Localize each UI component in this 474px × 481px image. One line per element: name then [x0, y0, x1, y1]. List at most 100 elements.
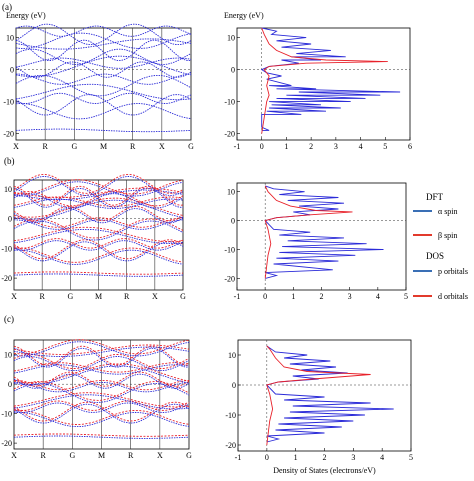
y-tick-label: -10	[224, 246, 235, 255]
band-line	[13, 189, 184, 201]
kpoint-label: R	[130, 142, 136, 151]
x-tick-label: -1	[234, 142, 241, 151]
legend-dft-title: DFT	[426, 192, 444, 202]
x-tick-label: 2	[309, 142, 313, 151]
y-tick-label: 0	[231, 66, 235, 75]
x-tick-label: 0	[265, 453, 269, 462]
y-tick-label: 0	[8, 380, 12, 389]
legend-beta-label: β spin	[438, 231, 457, 240]
y-tick-label: -10	[224, 98, 235, 107]
dos-frame	[237, 339, 412, 452]
y-tick-label: 10	[4, 185, 12, 194]
band-line	[13, 226, 184, 242]
band-line	[13, 239, 184, 260]
band-line	[13, 354, 190, 369]
panel-label-b: (b)	[4, 156, 15, 166]
x-tick-label: 5	[404, 292, 408, 301]
band-line	[15, 32, 192, 49]
band-line	[15, 74, 192, 97]
band-plot-c: X R G M R X G 10 0 -10 -20	[1, 339, 192, 460]
dos-series-line	[265, 345, 394, 443]
y-tick-label: 0	[232, 381, 236, 390]
y-tick-label: 10	[4, 351, 12, 360]
band-line	[15, 92, 192, 104]
y-tick-label: -20	[224, 130, 235, 139]
band-line	[13, 345, 190, 366]
band-line	[16, 73, 192, 85]
kpoint-label: G	[186, 451, 192, 460]
x-tick-label: 3	[351, 453, 355, 462]
kpoint-label: M	[100, 142, 107, 151]
x-tick-label: 4	[359, 142, 363, 151]
y-tick-label: 0	[8, 215, 12, 224]
x-tick-label: 2	[320, 292, 324, 301]
band-line	[13, 185, 184, 206]
kpoint-label: R	[40, 451, 46, 460]
band-plot-b: X R G M R X G 10 0 -10 -20	[1, 173, 186, 301]
band-line	[13, 240, 184, 251]
band-line	[13, 208, 184, 224]
band-line	[13, 412, 190, 428]
band-line	[15, 61, 192, 78]
x-tick-label: 6	[408, 142, 412, 151]
kpoint-label: R	[128, 451, 134, 460]
x-tick-label: 4	[380, 453, 384, 462]
band-line	[13, 206, 184, 222]
band-line	[15, 25, 192, 37]
band-line	[13, 199, 184, 220]
x-tick-label: 1	[291, 292, 295, 301]
band-line	[13, 403, 190, 424]
kpoint-label: G	[180, 292, 186, 301]
kpoint-label: R	[42, 142, 48, 151]
x-tick-label: -1	[235, 453, 242, 462]
kpoint-label: G	[69, 451, 75, 460]
band-line	[15, 94, 192, 116]
band-line	[13, 346, 190, 357]
y-tick-label: -20	[1, 274, 12, 283]
band-line	[13, 197, 184, 218]
x-tick-label: 5	[383, 142, 387, 151]
dos-series-line	[261, 27, 388, 134]
band-line	[13, 356, 190, 372]
band-line	[13, 187, 184, 208]
legend: DFT α spin β spin DOS p orbitals d orbit…	[413, 192, 468, 301]
band-line	[13, 341, 190, 357]
band-line	[14, 217, 184, 228]
band-line	[13, 401, 190, 422]
dos-x-axis-label: Density of States (electrons/eV)	[273, 466, 376, 475]
band-line	[13, 392, 190, 408]
x-tick-label: 0	[263, 292, 267, 301]
band-line	[15, 128, 192, 133]
x-tick-label: 3	[334, 142, 338, 151]
kpoint-label: X	[152, 292, 158, 301]
y-tick-label: -20	[3, 130, 14, 139]
x-tick-label: 1	[294, 453, 298, 462]
band-line	[13, 383, 190, 403]
kpoint-label: X	[157, 451, 163, 460]
band-line	[15, 39, 192, 62]
kpoint-label: R	[39, 292, 45, 301]
dos-series-line	[264, 185, 384, 279]
kpoint-label: G	[71, 142, 77, 151]
y-tick-label: -10	[225, 411, 236, 420]
band-line	[13, 173, 184, 194]
dos-series-line	[260, 27, 401, 131]
band-y-axis-label: Energy (eV)	[6, 11, 46, 20]
band-line	[13, 198, 184, 209]
dos-series-line	[266, 345, 371, 446]
dos-frame	[236, 27, 411, 141]
kpoint-label: X	[159, 142, 165, 151]
x-tick-label: 1	[284, 142, 288, 151]
kpoint-label: R	[124, 292, 130, 301]
band-line	[13, 347, 190, 368]
y-tick-label: 10	[6, 34, 14, 43]
band-line	[13, 339, 190, 355]
kpoint-label: G	[67, 292, 73, 301]
band-line	[13, 402, 190, 413]
band-line	[13, 249, 184, 265]
y-tick-label: 10	[227, 34, 235, 43]
legend-d-label: d orbitals	[438, 292, 468, 301]
